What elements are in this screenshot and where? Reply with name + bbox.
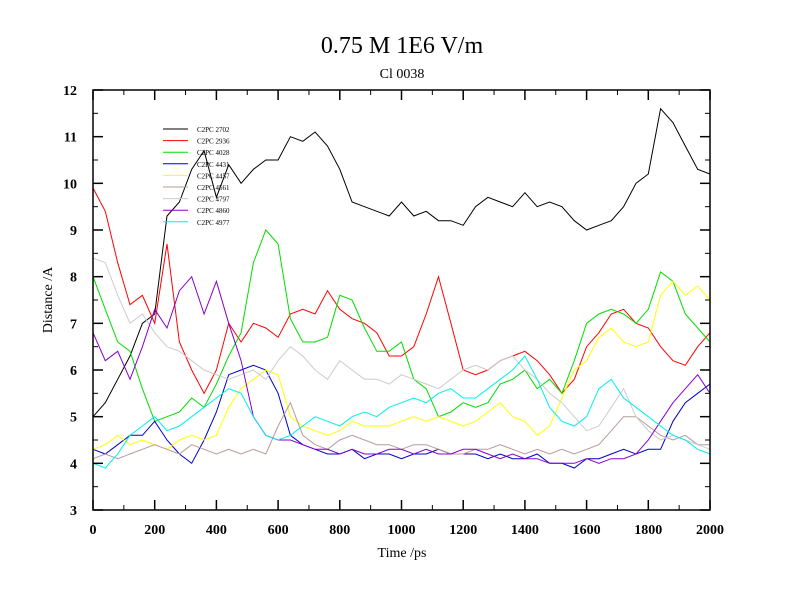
x-tick-label: 1400	[511, 523, 539, 538]
series-line-9	[92, 355, 711, 469]
x-tick-label: 600	[268, 523, 289, 538]
x-tick-label: 1200	[449, 523, 477, 538]
x-tick-label: 0	[90, 523, 97, 538]
y-tick-label: 9	[70, 224, 77, 239]
legend-label-1: C2PC 2702	[197, 126, 230, 134]
series-line-7	[92, 257, 711, 450]
legend-label-9: C2PC 4977	[197, 219, 230, 227]
x-axis: 0 200 400 600 800 1000 1200 1400 1600 1800 2000	[90, 90, 724, 538]
series-line-4	[92, 364, 711, 469]
x-tick-label: 800	[329, 523, 350, 538]
legend-label-3: C2PC 4028	[197, 149, 230, 157]
chart-subtitle: Cl 0038	[380, 67, 425, 82]
x-tick-label: 1800	[634, 523, 662, 538]
x-tick-label: 400	[206, 523, 227, 538]
legend-label-7: C2PC 4797	[197, 196, 230, 204]
y-tick-label: 3	[70, 504, 77, 519]
y-tick-label: 10	[63, 177, 77, 192]
x-tick-label: 2000	[696, 523, 724, 538]
x-tick-label: 200	[144, 523, 165, 538]
y-tick-label: 7	[70, 317, 77, 332]
legend-label-4: C2PC 4431	[197, 161, 230, 169]
y-tick-label: 12	[63, 84, 77, 99]
y-axis: 3 4 5 6 7 8 9 10 11 12	[63, 84, 710, 519]
legend-label-2: C2PC 2936	[197, 138, 230, 146]
x-tick-label: 1000	[388, 523, 416, 538]
legend-label-6: C2PC 4561	[197, 184, 230, 192]
series-line-5	[92, 280, 711, 450]
series-line-6	[92, 401, 710, 460]
x-axis-label: Time /ps	[378, 546, 427, 561]
x-tick-label: 1600	[573, 523, 601, 538]
chart-title: 0.75 M 1E6 V/m	[321, 33, 484, 59]
plot-frame	[92, 89, 711, 511]
legend-label-5: C2PC 4457	[197, 172, 230, 180]
series-line-8	[92, 275, 711, 464]
series-line-3	[92, 229, 711, 422]
plot-lines	[92, 107, 711, 469]
legend-label-8: C2PC 4860	[197, 207, 230, 215]
y-tick-label: 5	[70, 411, 77, 426]
y-tick-label: 11	[64, 131, 77, 146]
y-tick-label: 4	[70, 457, 77, 472]
legend: C2PC 2702 C2PC 2936 C2PC 4028 C2PC 4431 C2PC…	[163, 126, 230, 227]
series-line-1	[92, 107, 711, 418]
y-axis-label: Distance /A	[41, 266, 56, 333]
y-tick-label: 8	[70, 271, 77, 286]
series-line-2	[92, 187, 711, 395]
y-tick-label: 6	[70, 364, 77, 379]
